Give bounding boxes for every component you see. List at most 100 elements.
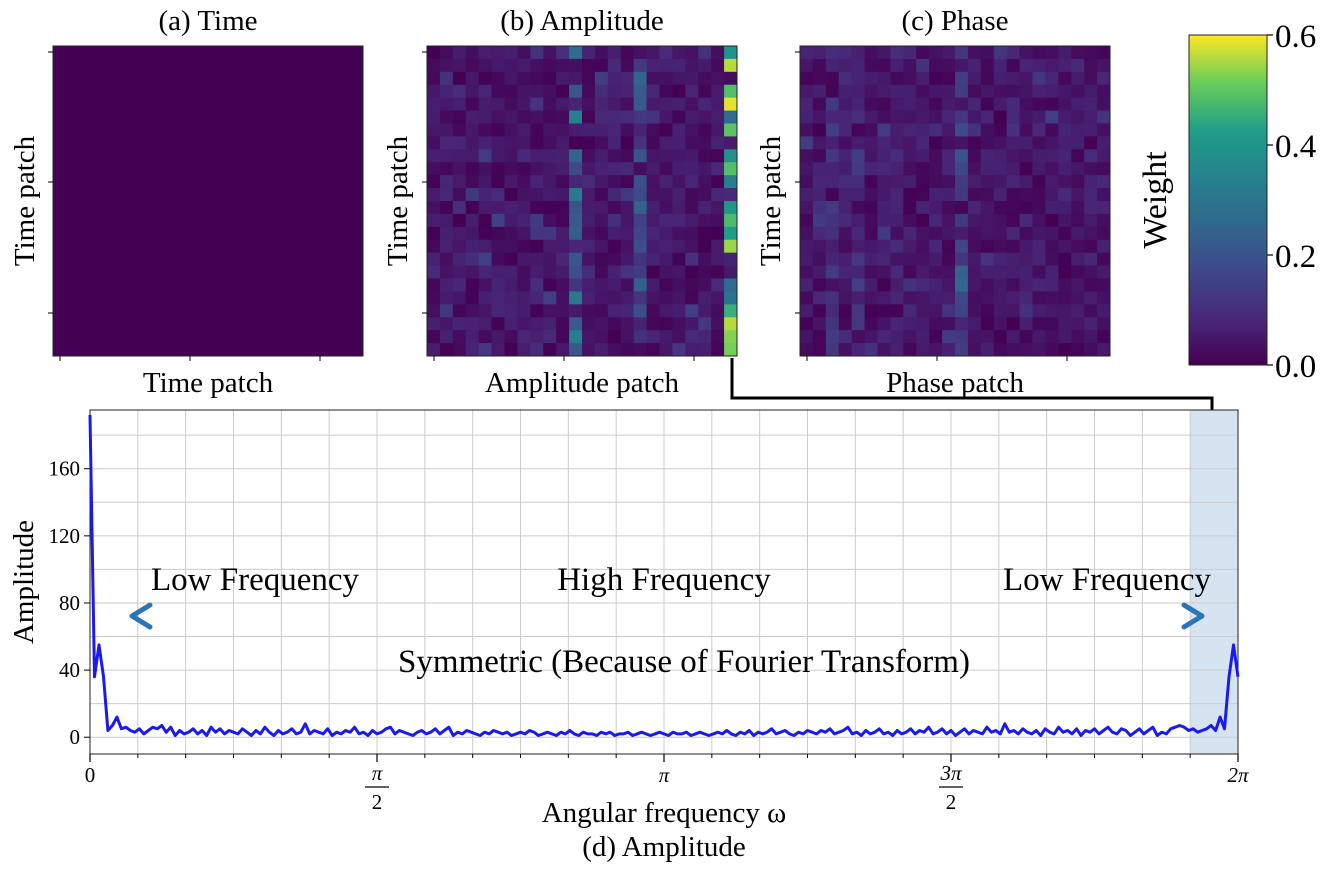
heatmap-cell — [633, 123, 648, 137]
heatmap-cell — [942, 278, 956, 292]
heatmap-cell — [1058, 317, 1072, 331]
heatmap-cell — [530, 252, 544, 267]
heatmap-cell — [698, 58, 712, 73]
heatmap-cell — [53, 278, 67, 292]
heatmap-cell — [929, 304, 943, 318]
heatmap-cell — [877, 188, 891, 202]
heatmap-cell — [646, 46, 660, 60]
heatmap-cell — [1019, 226, 1033, 241]
heatmap-cell — [582, 97, 596, 112]
heatmap-cell — [478, 304, 493, 318]
heatmap-cell — [864, 188, 878, 202]
heatmap-cell — [285, 201, 299, 215]
heatmap-cell — [78, 162, 93, 176]
heatmap-cell — [439, 84, 454, 99]
y-tick-label: 120 — [49, 524, 81, 548]
heatmap-cell — [78, 46, 93, 60]
heatmap-cell — [685, 252, 699, 267]
heatmap-cell — [1071, 58, 1085, 73]
heatmap-cell — [53, 330, 67, 344]
heatmap-cell — [324, 317, 338, 331]
heatmap-cell — [311, 58, 325, 73]
heatmap-cell — [130, 188, 144, 202]
heatmap-cell — [324, 265, 338, 279]
heatmap-cell — [1097, 265, 1111, 279]
heatmap-amplitude-panel: (b) Amplitude Amplitude patch Time patch — [382, 5, 738, 399]
heatmap-cell — [724, 330, 738, 344]
heatmap-cell — [91, 226, 106, 241]
heatmap-cell — [993, 278, 1008, 292]
heatmap-cell — [569, 188, 583, 202]
heatmap-cell — [800, 58, 814, 73]
heatmap-cell — [517, 278, 531, 292]
heatmap-cell — [594, 278, 609, 292]
heatmap-cell — [427, 46, 441, 60]
heatmap-cell — [195, 123, 209, 137]
heatmap-cell — [246, 136, 261, 150]
heatmap-cell — [452, 188, 467, 202]
heatmap-cell — [530, 149, 544, 163]
heatmap-cell — [491, 239, 505, 254]
x-tick-label: 0 — [85, 763, 96, 787]
heatmap-cell — [1006, 71, 1021, 86]
heatmap-cell — [967, 175, 982, 189]
heatmap-cell — [182, 84, 196, 99]
heatmap-cell — [646, 110, 660, 124]
heatmap-cell — [143, 265, 157, 279]
heatmap-cell — [182, 291, 196, 305]
heatmap-cell — [594, 226, 609, 241]
heatmap-cell — [569, 304, 583, 318]
heatmap-cell — [324, 343, 338, 357]
heatmap-cell — [298, 291, 312, 305]
heatmap-cell — [1045, 239, 1059, 254]
heatmap-cell — [851, 304, 866, 318]
heatmap-cell — [1006, 317, 1021, 331]
colorbar-gradient — [1188, 34, 1268, 366]
heatmap-cell — [967, 136, 982, 150]
heatmap-cell — [272, 317, 286, 331]
heatmap-cell — [246, 58, 261, 73]
heatmap-cell — [246, 317, 261, 331]
heatmap-cell — [864, 110, 878, 124]
heatmap-cell — [1097, 226, 1111, 241]
heatmap-cell — [724, 239, 738, 254]
heatmap-cell — [890, 252, 904, 267]
heatmap-cell — [91, 265, 106, 279]
heatmap-cell — [864, 123, 878, 137]
heatmap-cell — [311, 46, 325, 60]
heatmap-cell — [1084, 188, 1098, 202]
heatmap-cell — [156, 317, 170, 331]
heatmap-cell — [607, 291, 622, 305]
heatmap-cell — [491, 162, 505, 176]
heatmap-cell — [724, 84, 738, 99]
heatmap-cell — [117, 188, 131, 202]
heatmap-cell — [659, 265, 673, 279]
heatmap-cell — [117, 110, 131, 124]
heatmap-cell — [812, 97, 827, 112]
heatmap-cell — [916, 291, 930, 305]
heatmap-cell — [685, 46, 699, 60]
heatmap-cell — [698, 239, 712, 254]
heatmap-cell — [1045, 46, 1059, 60]
heatmap-cell — [582, 239, 596, 254]
heatmap-cell — [220, 71, 235, 86]
heatmap-cell — [980, 343, 995, 357]
heatmap-cell — [890, 84, 904, 99]
heatmap-cell — [427, 265, 441, 279]
heatmap-cell — [156, 149, 170, 163]
heatmap-cell — [104, 71, 119, 86]
heatmap-cell — [298, 278, 312, 292]
heatmap-cell — [1006, 162, 1021, 176]
heatmap-cell — [582, 291, 596, 305]
heatmap-cell — [182, 226, 196, 241]
heatmap-cell — [942, 123, 956, 137]
heatmap-cell — [582, 213, 596, 228]
heatmap-cell — [130, 343, 144, 357]
heatmap-cell — [439, 304, 454, 318]
heatmap-cell — [195, 188, 209, 202]
heatmap-cell — [685, 265, 699, 279]
heatmap-cell — [53, 149, 67, 163]
heatmap-cell — [130, 71, 144, 86]
heatmap-cell — [65, 136, 80, 150]
heatmap-cell — [53, 136, 67, 150]
